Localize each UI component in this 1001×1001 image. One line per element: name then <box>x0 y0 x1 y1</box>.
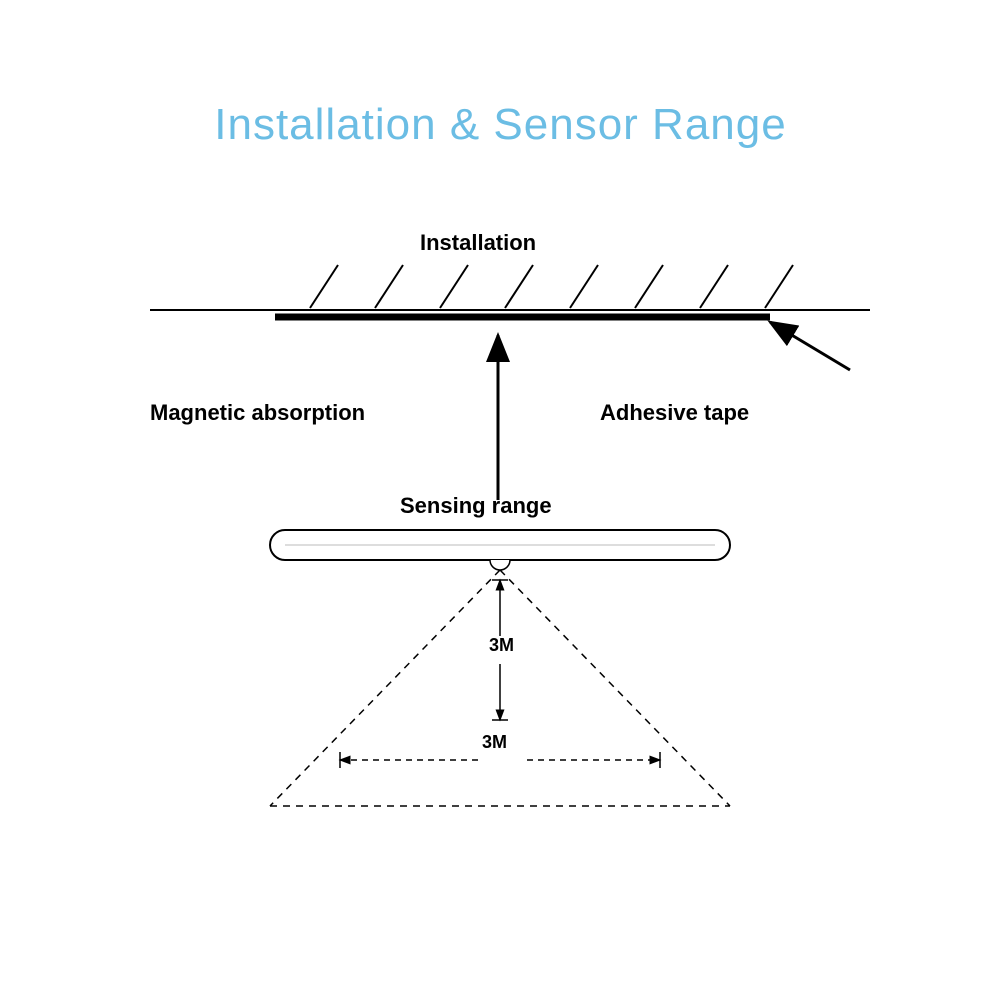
magnetic-absorption-label: Magnetic absorption <box>150 400 365 426</box>
sensing-range-label: Sensing range <box>400 493 552 519</box>
horizontal-distance-label: 3M <box>482 732 507 753</box>
vertical-distance-label: 3M <box>489 635 514 656</box>
diagram-container: Installation & Sensor Range Installation… <box>0 0 1001 1001</box>
adhesive-tape-label: Adhesive tape <box>600 400 749 426</box>
installation-label: Installation <box>420 230 536 256</box>
